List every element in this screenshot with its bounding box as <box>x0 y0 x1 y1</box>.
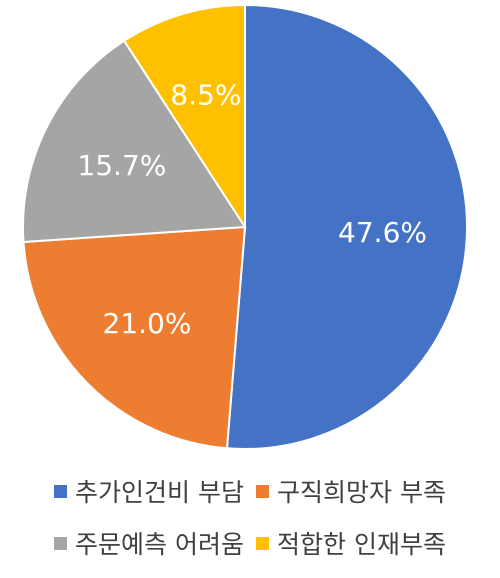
legend-row-1: 추가인건비 부담 구직희망자 부족 <box>0 468 500 514</box>
legend-swatch-job-seeker-shortage <box>256 484 269 498</box>
data-label-job-seeker-shortage: 21.0% <box>103 307 192 340</box>
legend-label-order-forecast-difficulty: 주문예측 어려움 <box>75 530 244 559</box>
pie-slice-additional-labor-cost <box>225 3 468 450</box>
pie-slice-job-seeker-shortage <box>22 225 247 450</box>
legend-swatch-suitable-talent-shortage <box>256 536 269 550</box>
legend-item-suitable-talent-shortage: 적합한 인재부족 <box>256 525 446 561</box>
legend-item-job-seeker-shortage: 구직희망자 부족 <box>256 473 446 509</box>
pie-data-labels: 47.6% 21.0% 15.7% 8.5% <box>77 79 427 341</box>
legend-swatch-order-forecast-difficulty <box>54 536 68 550</box>
legend-label-job-seeker-shortage: 구직희망자 부족 <box>277 478 446 507</box>
legend-item-additional-labor-cost: 추가인건비 부담 <box>54 473 244 509</box>
data-label-suitable-talent-shortage: 8.5% <box>170 79 241 112</box>
pie-slice-order-forecast-difficulty <box>22 39 247 244</box>
data-label-order-forecast-difficulty: 15.7% <box>77 149 166 182</box>
legend-item-order-forecast-difficulty: 주문예측 어려움 <box>54 525 244 561</box>
legend-label-suitable-talent-shortage: 적합한 인재부족 <box>277 530 446 559</box>
legend-row-2: 주문예측 어려움 적합한 인재부족 <box>0 520 500 566</box>
pie-chart: 47.6% 21.0% 15.7% 8.5% <box>22 3 468 450</box>
legend-swatch-additional-labor-cost <box>54 484 68 498</box>
legend: 추가인건비 부담 구직희망자 부족 주문예측 어려움 적합한 인재부족 <box>0 462 500 578</box>
pie-slices <box>22 3 468 450</box>
legend-label-additional-labor-cost: 추가인건비 부담 <box>75 478 244 507</box>
pie-slice-suitable-talent-shortage <box>122 3 246 231</box>
data-label-additional-labor-cost: 47.6% <box>338 216 427 249</box>
